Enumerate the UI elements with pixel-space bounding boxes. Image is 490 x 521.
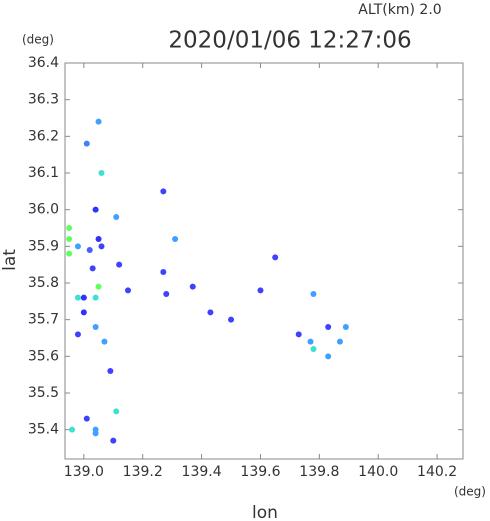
x-tick-label: 140.0 bbox=[358, 464, 398, 480]
echo-point bbox=[172, 236, 179, 242]
y-tick-label: 35.8 bbox=[28, 275, 59, 291]
echo-point bbox=[95, 283, 102, 290]
echo-point bbox=[107, 368, 114, 374]
x-tick-label: 139.2 bbox=[123, 464, 163, 480]
echo-point bbox=[189, 283, 196, 290]
chart-subtitle: ALT(km) 2.0 bbox=[358, 2, 441, 18]
echo-point bbox=[342, 324, 349, 330]
echo-point bbox=[207, 309, 214, 316]
echo-point bbox=[113, 408, 120, 415]
echo-point bbox=[160, 188, 167, 195]
y-tick-label: 36.4 bbox=[28, 55, 59, 71]
echo-point bbox=[80, 309, 87, 316]
y-axis-label: lat bbox=[0, 249, 20, 271]
y-tick-label: 35.6 bbox=[28, 348, 59, 364]
echo-point bbox=[325, 353, 332, 360]
echo-point bbox=[110, 437, 117, 444]
echo-point bbox=[69, 426, 76, 433]
x-tick-label: 139.6 bbox=[240, 464, 280, 480]
echo-point bbox=[95, 118, 102, 125]
chart-title: 2020/01/06 12:27:06 bbox=[168, 28, 411, 54]
echo-point bbox=[113, 214, 120, 220]
y-tick-label: 35.9 bbox=[28, 238, 59, 254]
echo-point bbox=[92, 324, 99, 330]
echo-point bbox=[74, 294, 81, 301]
echo-point bbox=[66, 236, 73, 242]
x-tick-label: 140.2 bbox=[417, 464, 457, 480]
echo-point bbox=[66, 250, 73, 257]
y-tick-label: 35.4 bbox=[28, 422, 59, 438]
echo-point bbox=[228, 316, 235, 323]
y-tick-label: 36.2 bbox=[28, 128, 59, 144]
echo-point bbox=[66, 225, 73, 231]
echo-point bbox=[74, 331, 81, 338]
y-tick-label: 35.5 bbox=[28, 385, 59, 401]
y-tick-label: 36.1 bbox=[28, 165, 59, 181]
echo-point bbox=[116, 261, 123, 268]
echo-point bbox=[92, 206, 99, 213]
echo-point bbox=[83, 140, 90, 147]
echo-point bbox=[98, 243, 105, 250]
x-tick-label: 139.0 bbox=[64, 464, 104, 480]
echo-point bbox=[86, 247, 93, 253]
echo-point bbox=[325, 324, 332, 330]
echo-point bbox=[92, 294, 99, 301]
echo-point bbox=[272, 254, 279, 261]
x-axis-label: lon bbox=[252, 503, 278, 521]
echo-point bbox=[83, 415, 90, 422]
y-tick-label: 35.7 bbox=[28, 312, 59, 328]
x-unit: (deg) bbox=[454, 485, 486, 499]
y-unit: (deg) bbox=[22, 33, 54, 47]
echo-point bbox=[101, 338, 108, 345]
plot-frame bbox=[64, 62, 464, 460]
echo-point bbox=[307, 338, 314, 345]
y-tick-label: 36.0 bbox=[28, 202, 59, 218]
echo-point bbox=[80, 294, 87, 301]
y-tick-label: 36.3 bbox=[28, 92, 59, 108]
echo-point bbox=[163, 291, 170, 297]
echo-point bbox=[124, 287, 131, 294]
echo-point bbox=[74, 243, 81, 250]
x-tick-label: 139.4 bbox=[182, 464, 222, 480]
echo-point bbox=[89, 265, 96, 272]
echo-point bbox=[336, 338, 343, 345]
echo-point bbox=[310, 291, 317, 297]
echo-point bbox=[160, 269, 167, 275]
echo-point bbox=[295, 331, 302, 338]
echo-point bbox=[95, 236, 102, 242]
echo-point bbox=[92, 430, 99, 437]
echo-point bbox=[310, 346, 317, 352]
echo-point bbox=[98, 170, 105, 176]
x-tick-label: 139.8 bbox=[299, 464, 339, 480]
echo-point bbox=[257, 287, 264, 294]
